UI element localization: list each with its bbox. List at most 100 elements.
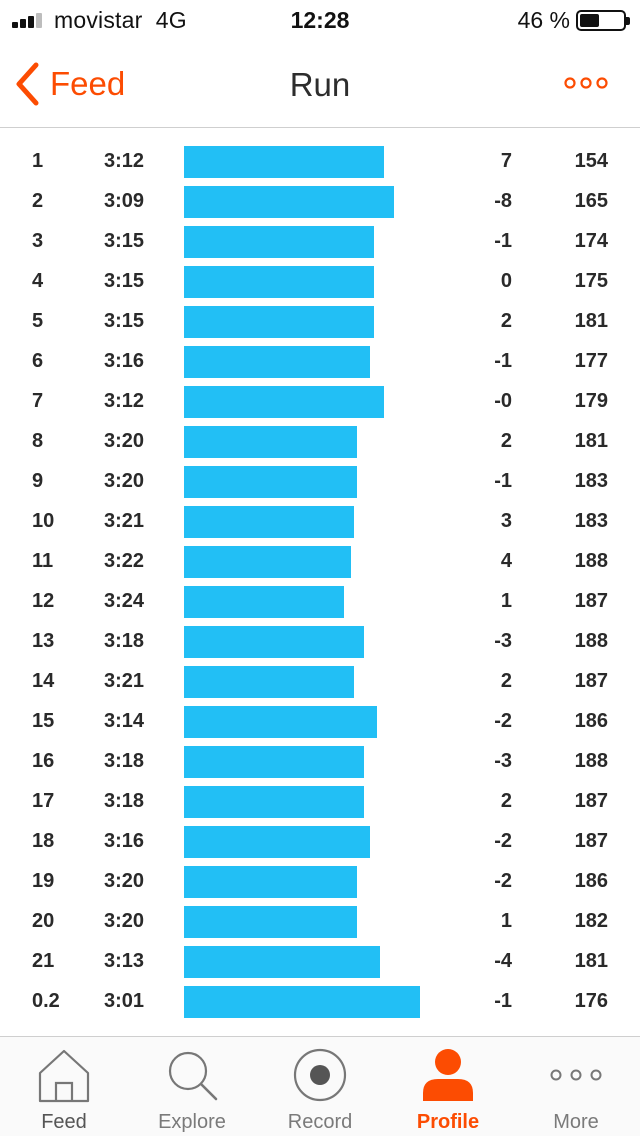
split-pace: 3:12 — [104, 150, 145, 172]
carrier-name: movistar — [54, 7, 143, 33]
split-km: 3 — [32, 230, 44, 252]
split-heart-rate: 174 — [574, 230, 608, 252]
split-km: 9 — [32, 470, 44, 492]
split-elevation: -2 — [494, 870, 512, 892]
split-row: 10 3:21 3 183 — [0, 502, 640, 542]
split-elevation: 4 — [500, 550, 512, 572]
chevron-left-icon — [16, 62, 39, 106]
split-row: 20 3:20 1 182 — [0, 902, 640, 942]
split-row: 13 3:18 -3 188 — [0, 622, 640, 662]
tab-bar: Feed Explore Record Profile — [0, 1036, 640, 1136]
split-pace: 3:18 — [104, 630, 145, 652]
split-km: 10 — [32, 510, 55, 532]
split-pace-bar — [184, 626, 364, 658]
split-pace-bar — [184, 666, 354, 698]
split-heart-rate: 183 — [574, 470, 608, 492]
back-button[interactable]: Feed — [14, 62, 125, 106]
search-icon — [128, 1047, 256, 1103]
split-pace: 3:21 — [104, 670, 145, 692]
split-pace: 3:16 — [104, 350, 145, 372]
more-options-button[interactable] — [564, 76, 608, 90]
tab-explore[interactable]: Explore — [128, 1037, 256, 1136]
battery-fill — [580, 14, 599, 27]
tab-explore-label: Explore — [158, 1111, 226, 1133]
navigation-bar: Feed Run — [0, 40, 640, 128]
split-km: 19 — [32, 870, 55, 892]
split-km: 7 — [32, 390, 44, 412]
tab-record[interactable]: Record — [256, 1037, 384, 1136]
split-pace-bar — [184, 866, 357, 898]
split-km: 0.2 — [32, 990, 60, 1012]
tab-profile[interactable]: Profile — [384, 1037, 512, 1136]
split-heart-rate: 187 — [574, 670, 608, 692]
split-km: 13 — [32, 630, 55, 652]
tab-feed[interactable]: Feed — [0, 1037, 128, 1136]
split-heart-rate: 187 — [574, 830, 608, 852]
split-pace-bar — [184, 386, 384, 418]
split-heart-rate: 186 — [574, 870, 608, 892]
split-pace: 3:14 — [104, 710, 145, 732]
split-heart-rate: 186 — [574, 710, 608, 732]
split-row: 9 3:20 -1 183 — [0, 462, 640, 502]
split-pace-bar — [184, 906, 357, 938]
split-pace: 3:18 — [104, 790, 145, 812]
profile-icon — [384, 1047, 512, 1103]
split-km: 4 — [32, 270, 44, 292]
split-elevation: 2 — [500, 790, 512, 812]
page-title: Run — [289, 66, 351, 103]
split-elevation: -3 — [494, 630, 512, 652]
split-km: 18 — [32, 830, 55, 852]
split-pace: 3:20 — [104, 910, 145, 932]
split-pace: 3:21 — [104, 510, 145, 532]
split-pace-bar — [184, 546, 351, 578]
split-pace: 3:20 — [104, 430, 145, 452]
split-pace-bar — [184, 986, 420, 1018]
split-heart-rate: 179 — [574, 390, 608, 412]
split-pace-bar — [184, 186, 394, 218]
split-heart-rate: 188 — [574, 750, 608, 772]
split-elevation: -3 — [494, 750, 512, 772]
record-icon — [256, 1047, 384, 1103]
split-pace: 3:12 — [104, 390, 145, 412]
splits-list: 1 3:12 7 154 2 3:09 -8 165 3 3:15 -1 174 4 3:15 0 175 5 3… — [0, 142, 640, 1022]
split-pace-bar — [184, 786, 364, 818]
tab-more-label: More — [553, 1111, 599, 1133]
split-pace: 3:15 — [104, 230, 145, 252]
battery-nub — [626, 17, 630, 25]
split-pace: 3:13 — [104, 950, 145, 972]
split-heart-rate: 181 — [574, 950, 608, 972]
tab-record-label: Record — [287, 1111, 353, 1133]
split-elevation: 3 — [500, 510, 512, 532]
split-elevation: -4 — [494, 950, 512, 972]
split-pace: 3:20 — [104, 870, 145, 892]
split-elevation: 2 — [500, 430, 512, 452]
battery-percent: 46 % — [517, 7, 570, 33]
split-heart-rate: 176 — [574, 990, 608, 1012]
tab-more[interactable]: More — [512, 1037, 640, 1136]
split-elevation: 2 — [500, 310, 512, 332]
split-pace: 3:20 — [104, 470, 145, 492]
split-km: 20 — [32, 910, 55, 932]
split-row: 16 3:18 -3 188 — [0, 742, 640, 782]
split-elevation: -0 — [494, 390, 512, 412]
split-km: 17 — [32, 790, 55, 812]
split-row: 6 3:16 -1 177 — [0, 342, 640, 382]
split-km: 8 — [32, 430, 44, 452]
split-pace: 3:24 — [104, 590, 145, 612]
split-heart-rate: 188 — [574, 550, 608, 572]
split-row: 2 3:09 -8 165 — [0, 182, 640, 222]
split-pace-bar — [184, 306, 374, 338]
split-km: 16 — [32, 750, 55, 772]
split-row: 8 3:20 2 181 — [0, 422, 640, 462]
split-pace-bar — [184, 586, 344, 618]
split-pace-bar — [184, 146, 384, 178]
split-elevation: 1 — [500, 910, 512, 932]
home-icon — [0, 1047, 128, 1103]
back-button-label: Feed — [50, 65, 126, 102]
split-elevation: 2 — [500, 670, 512, 692]
tab-profile-label: Profile — [416, 1111, 480, 1133]
network-type: 4G — [155, 7, 187, 33]
split-km: 15 — [32, 710, 55, 732]
split-pace-bar — [184, 706, 377, 738]
split-row: 1 3:12 7 154 — [0, 142, 640, 182]
